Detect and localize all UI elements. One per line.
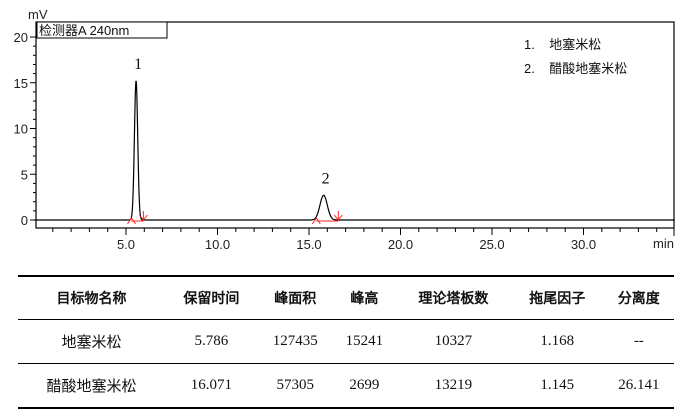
- y-axis-label: mV: [28, 7, 48, 22]
- table-header-row: 目标物名称 保留时间 峰面积 峰高 理论塔板数 拖尾因子 分离度: [18, 275, 674, 320]
- integration-start-marker: [127, 217, 136, 225]
- x-tick-label: 15.0: [296, 237, 321, 252]
- header-cell: 拖尾因子: [510, 275, 604, 320]
- header-cell: 目标物名称: [18, 275, 166, 320]
- cell: 57305: [257, 363, 333, 409]
- x-tick-label: 5.0: [117, 237, 135, 252]
- chromatogram: 0 5 10 15 20 5.0 10.0 15.0 20.0 25.0 30.0 min mV检测器A…: [14, 7, 675, 252]
- cell: 10327: [434, 333, 473, 349]
- detector-label: 检测器A 240nm: [39, 23, 129, 38]
- header-cell: 峰高: [332, 275, 396, 320]
- chromatogram-trace: [34, 80, 675, 221]
- y-tick-label: 5: [21, 167, 28, 182]
- table-row: 醋酸地塞米松 16.071 57305 2699 13219 1.145 26.…: [18, 363, 674, 409]
- cell: 5.786: [194, 333, 229, 349]
- x-tick-label: 20.0: [388, 237, 413, 252]
- cell: 1.145: [510, 363, 604, 409]
- legend-entry: 1. 地塞米松: [524, 37, 601, 52]
- detector-box: [36, 21, 168, 39]
- cell: 26.141: [603, 363, 674, 409]
- cell: 13219: [395, 363, 511, 409]
- integration-end-marker: [333, 211, 343, 221]
- y-tick-label: 20: [14, 30, 28, 45]
- cell: 127435: [272, 333, 318, 349]
- header-cell: 分离度: [603, 275, 674, 320]
- results-table: 目标物名称 保留时间 峰面积 峰高 理论塔板数 拖尾因子 分离度 地塞米松 5.…: [18, 275, 674, 409]
- y-tick-label: 10: [14, 122, 28, 137]
- y-tick-label: 0: [21, 213, 28, 228]
- header-cell: 保留时间: [165, 275, 258, 320]
- header-cell: 峰面积: [257, 275, 333, 320]
- peak-label: 1: [134, 56, 142, 73]
- y-tick-label: 15: [14, 76, 28, 91]
- table-row: 地塞米松 5.786 127435 15241 10327 1.168 --: [18, 320, 674, 364]
- cell: 1.168: [540, 333, 575, 349]
- integration-end-marker: [138, 211, 148, 221]
- x-axis-label: min: [653, 236, 674, 251]
- cell: 15241: [345, 333, 384, 349]
- cell: --: [633, 333, 644, 349]
- cell: 地塞米松: [61, 333, 122, 351]
- x-tick-label: 30.0: [571, 237, 596, 252]
- plot-frame: [35, 21, 675, 229]
- header-cell: 理论塔板数: [395, 275, 511, 320]
- peak-label: 2: [322, 170, 330, 187]
- integration-start-marker: [311, 217, 321, 225]
- cell: 2699: [332, 363, 396, 409]
- cell: 醋酸地塞米松: [18, 363, 166, 409]
- x-tick-label: 25.0: [479, 237, 504, 252]
- cell: 16.071: [165, 363, 258, 409]
- legend-entry: 2. 醋酸地塞米松: [524, 61, 627, 76]
- x-tick-label: 10.0: [205, 237, 230, 252]
